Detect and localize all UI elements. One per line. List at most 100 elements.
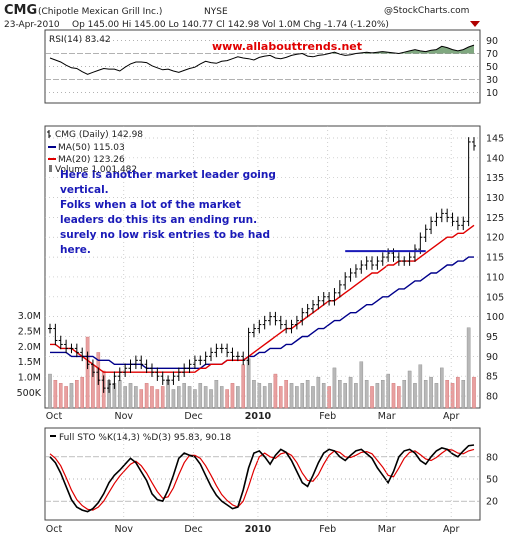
rsi-tick-label: 90 [486, 36, 498, 47]
month-label: Nov [114, 411, 133, 422]
volume-bar [300, 383, 305, 409]
volume-bar [155, 389, 160, 409]
volume-bar [434, 383, 439, 409]
url-annotation: www.allabouttrends.net [212, 40, 362, 53]
volume-tick-label: 500K [17, 388, 42, 399]
volume-tick-label: 3.0M [18, 311, 41, 322]
volume-bar [370, 386, 374, 409]
volume-bar [305, 380, 310, 409]
volume-bar [343, 383, 347, 409]
volume-swatch [49, 165, 52, 172]
symbol: CMG [4, 3, 37, 18]
volume-bar [85, 336, 90, 409]
exchange: NYSE [204, 7, 228, 17]
quote-line: Op 145.00 Hi 145.00 Lo 140.77 Cl 142.98 … [72, 20, 389, 30]
volume-bar [273, 373, 278, 409]
month-bottom-label: Nov [114, 524, 133, 535]
price-legend: CMG (Daily) 142.98 MA(50) 115.03 MA(20) … [47, 130, 143, 175]
rsi-title: RSI(14) 83.42 [49, 35, 111, 45]
sto-legend: Full STO %K(14,3) %D(3) 95.83, 90.18 [47, 430, 415, 443]
watermark: @StockCharts.com [384, 6, 469, 16]
company-name: (Chipotle Mexican Grill Inc.) [38, 7, 162, 17]
volume-bar [289, 383, 294, 409]
ma50-label: MA(50) 115.03 [58, 143, 125, 153]
volume-tick-label: 1.0M [18, 373, 41, 384]
volume-bar [257, 383, 262, 409]
price-tick-label: 90 [486, 352, 498, 363]
month-label: 2010 [245, 411, 272, 422]
price-tick-label: 100 [486, 312, 504, 323]
volume-tick-label: 2.5M [18, 326, 41, 337]
volume-bar [380, 380, 385, 409]
volume-bar [348, 376, 353, 409]
month-ticks-bottom: Oct Nov Dec 2010 Feb Mar Apr [46, 428, 460, 535]
price-tick-label: 125 [486, 213, 504, 224]
volume-bar [321, 383, 326, 409]
sto-tick-label: 50 [486, 475, 498, 486]
price-plot [48, 137, 476, 393]
down-triangle-icon [470, 21, 480, 27]
volume-bar [225, 389, 229, 409]
volume-bar [450, 383, 455, 409]
volume-bar [407, 370, 412, 409]
volume-bar [262, 386, 267, 409]
volume-bar [268, 383, 272, 409]
rsi-tick-label: 10 [486, 88, 498, 99]
volume-bar [423, 380, 428, 409]
volume-bar [440, 367, 444, 409]
note-line-3: Folks when a lot of the market [60, 199, 241, 211]
month-ticks-price: Oct Nov Dec 2010 Feb Mar Apr [46, 126, 459, 422]
volume-bar [117, 380, 122, 409]
volume-bar [295, 386, 299, 409]
rsi-ticks: 90 70 50 30 10 [486, 36, 498, 99]
rsi-tick-label: 50 [486, 62, 498, 73]
volume-bar [316, 376, 321, 409]
price-tick-label: 130 [486, 193, 504, 204]
price-ticks: 145 140 135 130 125 120 115 110 105 100 95 90 85 80 [486, 133, 504, 402]
price-tick-label: 85 [486, 372, 498, 383]
price-tick-label: 140 [486, 153, 504, 164]
volume-bar [364, 380, 369, 409]
volume-bar [128, 383, 133, 409]
month-label: Feb [319, 411, 336, 422]
price-tick-label: 95 [486, 332, 498, 343]
ohlc-icon [47, 130, 51, 138]
volume-bar [461, 380, 466, 409]
volume-bar [472, 376, 476, 409]
month-label: Oct [46, 411, 63, 422]
ma50-line [50, 256, 474, 369]
volume-bar [171, 389, 176, 409]
volume-bar [278, 386, 283, 409]
volume-bar [209, 389, 213, 409]
volume-bar [338, 380, 342, 409]
volume-bar [64, 386, 68, 409]
volume-bar [182, 383, 186, 409]
price-tick-label: 110 [486, 272, 504, 283]
month-bottom-label: Dec [184, 524, 202, 535]
rsi-tick-label: 30 [486, 75, 498, 86]
volume-bar [123, 386, 127, 409]
volume-bar [214, 380, 219, 409]
volume-bar [413, 383, 417, 409]
note-line-1: Here is another market leader going [60, 169, 276, 181]
month-bottom-label: Mar [378, 524, 396, 535]
volume-bar [418, 364, 423, 409]
price-tick-label: 115 [486, 253, 504, 264]
month-bottom-label: Apr [443, 524, 460, 535]
sto-tick-label: 80 [486, 452, 498, 463]
volume-bar [69, 383, 74, 409]
month-bottom-label: Oct [46, 524, 63, 535]
volume-bar [391, 383, 396, 409]
sto-legend-bg [47, 430, 415, 442]
month-bottom-label: Feb [319, 524, 336, 535]
volume-bar [80, 376, 84, 409]
volume-bar [177, 386, 181, 409]
quote-date: 23-Apr-2010 [4, 20, 60, 30]
note-line-4: leaders do this its an ending run. [60, 214, 257, 226]
volume-bar [429, 376, 433, 409]
volume-bar [219, 386, 224, 409]
volume-bar [311, 386, 315, 409]
volume-bar [332, 367, 337, 409]
stochastic-panel [44, 427, 481, 521]
